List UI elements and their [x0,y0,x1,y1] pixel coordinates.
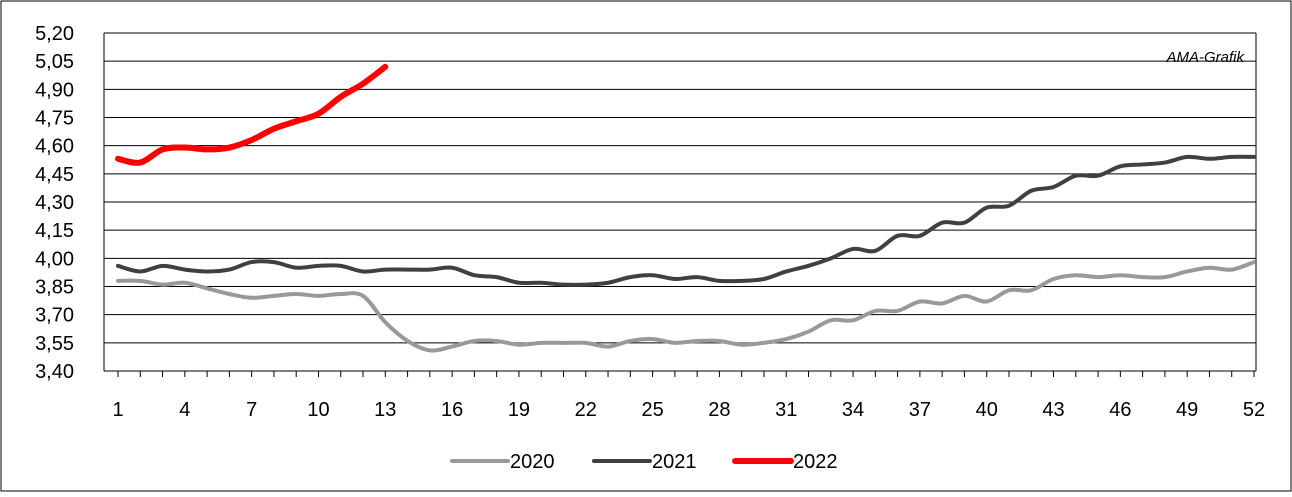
x-tick-label: 43 [1042,399,1064,421]
legend-label-2021: 2021 [652,451,697,473]
series-line-2020 [116,260,1256,353]
x-tick-label: 25 [641,399,663,421]
y-tick-label: 4,00 [35,248,74,270]
axes: 3,40 3,55 3,70 3,85 4,00 4,15 4,30 4,45 4,60 4,75… [35,23,1265,421]
y-tick-label: 4,60 [35,136,74,158]
x-tick-label: 37 [909,399,931,421]
y-tick-label: 5,20 [35,23,74,45]
y-tick-label: 3,55 [35,333,74,355]
x-tick-label: 7 [246,399,257,421]
series-line-2021 [116,154,1256,287]
y-tick-label: 4,75 [35,108,74,130]
x-tick-label: 13 [374,399,396,421]
x-tick-label: 22 [575,399,597,421]
y-tick-label: 3,70 [35,305,74,327]
y-tick-label: 4,30 [35,192,74,214]
y-tick-label: 4,15 [35,220,74,242]
x-tick-label: 31 [775,399,797,421]
x-tick-label: 49 [1176,399,1198,421]
y-tick-label: 4,90 [35,79,74,101]
x-tick-label: 40 [976,399,998,421]
x-tick-label: 19 [508,399,530,421]
y-tick-label: 3,85 [35,277,74,299]
series-lines [115,63,1256,353]
x-tick-label: 1 [112,399,123,421]
x-tick-label: 28 [708,399,730,421]
x-tick-label: 16 [441,399,463,421]
series-line-2022 [115,63,389,166]
x-tick-label: 10 [307,399,329,421]
y-tick-label: 3,40 [35,361,74,383]
x-tick-label: 4 [179,399,190,421]
y-tick-label: 4,45 [35,164,74,186]
legend: 2020 2021 2022 [450,451,838,473]
x-tick-label: 46 [1109,399,1131,421]
legend-label-2022: 2022 [793,451,838,473]
legend-label-2020: 2020 [510,451,555,473]
x-tick-label: 52 [1243,399,1265,421]
y-tick-label: 5,05 [35,51,74,73]
x-tick-label: 34 [842,399,864,421]
grid-lines [104,32,1256,372]
credit-label: AMA-Grafik [1165,49,1245,66]
